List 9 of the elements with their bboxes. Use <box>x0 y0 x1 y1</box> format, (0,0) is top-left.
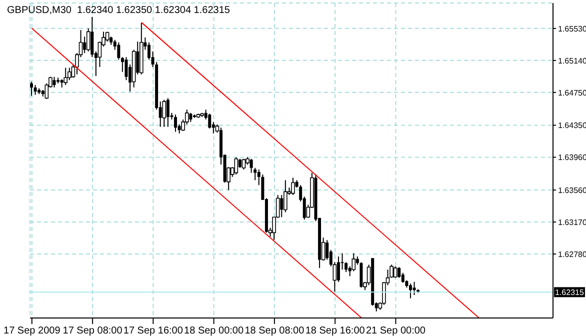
x-tick-label: 17 Sep 16:00 <box>123 326 184 336</box>
ref-line-label: 1.62315 <box>555 288 584 298</box>
chart-title: GBPUSD,M30 1.62340 1.62350 1.62304 1.62315 <box>7 5 230 16</box>
x-tick-label: 21 Sep 00:00 <box>366 326 426 336</box>
x-tick-label: 17 Sep 2009 <box>4 326 61 336</box>
x-tick-label: 18 Sep 00:00 <box>184 326 244 336</box>
x-tick-label: 17 Sep 08:00 <box>62 326 123 336</box>
x-tick-label: 18 Sep 16:00 <box>305 326 366 336</box>
x-tick-label: 18 Sep 08:00 <box>244 326 305 336</box>
